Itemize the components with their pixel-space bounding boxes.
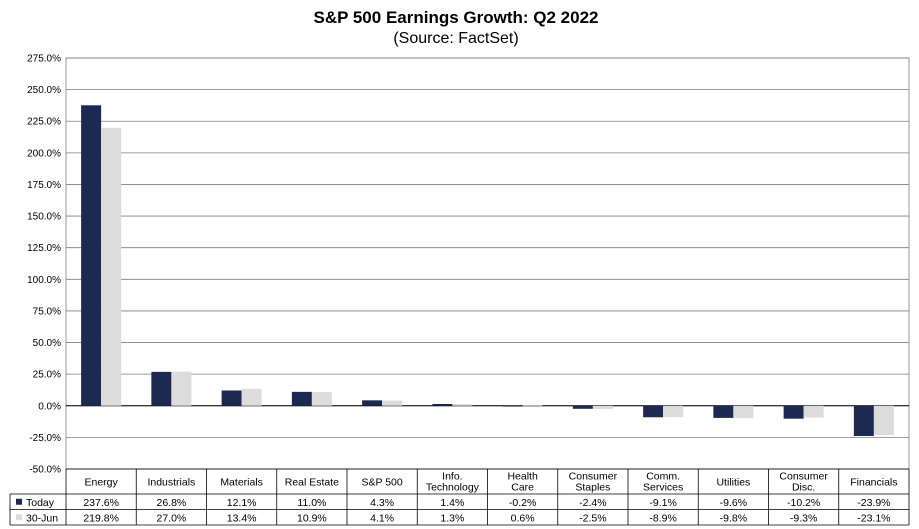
data-label: 12.1% — [227, 497, 257, 509]
y-tick-label: 150.0% — [27, 212, 61, 223]
y-tick-label: -50.0% — [29, 465, 61, 476]
bar-today — [362, 400, 383, 406]
bar-30-jun — [592, 405, 613, 409]
data-label: -23.9% — [857, 497, 890, 509]
bar-30-jun — [311, 391, 332, 406]
category-label: Services — [643, 482, 683, 494]
category-label: Staples — [575, 482, 610, 494]
bar-today — [502, 405, 523, 407]
category-label: Consumer — [569, 471, 618, 483]
y-tick-label: 200.0% — [27, 148, 61, 159]
data-label: 4.3% — [370, 497, 394, 509]
chart-title: S&P 500 Earnings Growth: Q2 2022 — [313, 8, 598, 27]
bar-30-jun — [663, 405, 684, 418]
data-label: -8.9% — [649, 512, 676, 524]
y-tick-label: 225.0% — [27, 117, 61, 128]
data-label: 13.4% — [227, 512, 257, 524]
category-label: Technology — [426, 482, 480, 494]
y-tick-label: -25.0% — [29, 433, 61, 444]
data-label: 10.9% — [297, 512, 327, 524]
bar-30-jun — [382, 400, 403, 406]
data-table: Energy Industrials Materials Real Estate S&P… — [9, 468, 910, 526]
category-label: S&P 500 — [361, 477, 402, 489]
data-label: -9.6% — [720, 497, 747, 509]
data-label: -0.2% — [509, 497, 536, 509]
legend-label: Today — [26, 497, 55, 509]
bar-today — [151, 371, 172, 406]
bar-today — [783, 405, 804, 419]
category-label: Care — [511, 482, 534, 494]
plot-frame — [65, 57, 910, 470]
data-label: 0.6% — [511, 512, 535, 524]
y-tick-label: 175.0% — [27, 180, 61, 191]
category-label: Real Estate — [285, 477, 339, 489]
bar-today — [221, 390, 242, 406]
data-label: -9.1% — [649, 497, 676, 509]
bar-today — [853, 405, 874, 436]
data-label: -2.4% — [579, 497, 606, 509]
category-label: Financials — [850, 477, 897, 489]
legend-swatch — [16, 514, 22, 521]
data-label: 219.8% — [83, 512, 119, 524]
bar-30-jun — [873, 405, 894, 435]
chart-subtitle: (Source: FactSet) — [393, 30, 518, 47]
bar-30-jun — [241, 388, 262, 406]
data-label: 26.8% — [156, 497, 186, 509]
bar-30-jun — [733, 405, 754, 419]
category-label: Comm. — [646, 471, 680, 483]
y-axis-ticks: 275.0% 250.0% 225.0% 200.0% 175.0% 150.0% 125.… — [27, 54, 61, 476]
legend-swatch — [16, 498, 22, 505]
bar-today — [572, 405, 593, 409]
data-label: 11.0% — [297, 497, 326, 509]
data-label: -9.3% — [790, 512, 817, 524]
category-label: Energy — [84, 477, 118, 489]
gridlines — [65, 57, 910, 470]
legend-label: 30-Jun — [26, 512, 58, 524]
y-tick-label: 0.0% — [38, 401, 61, 412]
category-label: Industrials — [147, 477, 195, 489]
data-label: 1.3% — [440, 512, 464, 524]
y-tick-label: 125.0% — [27, 243, 61, 254]
bar-30-jun — [452, 404, 473, 406]
data-label: -10.2% — [787, 497, 820, 509]
bar-30-jun — [803, 405, 824, 418]
bar-today — [291, 391, 312, 406]
category-label: Consumer — [779, 471, 828, 483]
data-label: 27.0% — [156, 512, 186, 524]
category-label: Health — [507, 471, 538, 483]
data-label: -23.1% — [857, 512, 890, 524]
data-label: 237.6% — [83, 497, 119, 509]
data-label: 1.4% — [440, 497, 464, 509]
bar-30-jun — [522, 405, 543, 406]
y-tick-label: 100.0% — [27, 275, 61, 286]
category-label: Utilities — [716, 477, 750, 489]
category-label: Materials — [220, 477, 263, 489]
bar-today — [713, 405, 734, 418]
category-label: Info. — [442, 471, 462, 483]
data-label: -2.5% — [579, 512, 606, 524]
y-tick-label: 250.0% — [27, 85, 61, 96]
y-tick-label: 75.0% — [33, 306, 61, 317]
bars — [81, 105, 894, 436]
category-label: Disc. — [792, 482, 815, 494]
bar-today — [432, 403, 453, 406]
bar-today — [81, 105, 102, 406]
y-tick-label: 25.0% — [33, 370, 61, 381]
y-tick-label: 50.0% — [33, 338, 61, 349]
bar-today — [643, 405, 664, 418]
data-label: -9.8% — [720, 512, 747, 524]
data-label: 4.1% — [370, 512, 394, 524]
bar-30-jun — [171, 371, 192, 406]
y-tick-label: 275.0% — [27, 54, 61, 65]
bar-30-jun — [101, 127, 122, 406]
